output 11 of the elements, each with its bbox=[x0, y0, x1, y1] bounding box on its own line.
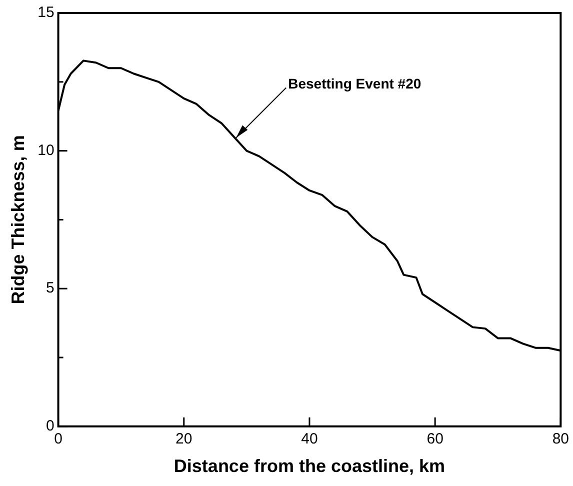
x-tick-label: 60 bbox=[426, 430, 444, 448]
x-tick-label: 40 bbox=[301, 430, 318, 448]
y-tick-label: 10 bbox=[38, 142, 54, 159]
x-tick-label: 20 bbox=[176, 430, 192, 448]
x-axis-title: Distance from the coastline, km bbox=[174, 456, 446, 476]
y-tick-label: 15 bbox=[38, 4, 54, 22]
annotation: Besetting Event #20 bbox=[288, 76, 422, 92]
y-tick-label: 5 bbox=[46, 280, 54, 297]
y-tick-label: 0 bbox=[46, 418, 54, 435]
x-tick-label: 80 bbox=[552, 430, 569, 448]
y-axis-title: Ridge Thickness, m bbox=[8, 135, 28, 304]
